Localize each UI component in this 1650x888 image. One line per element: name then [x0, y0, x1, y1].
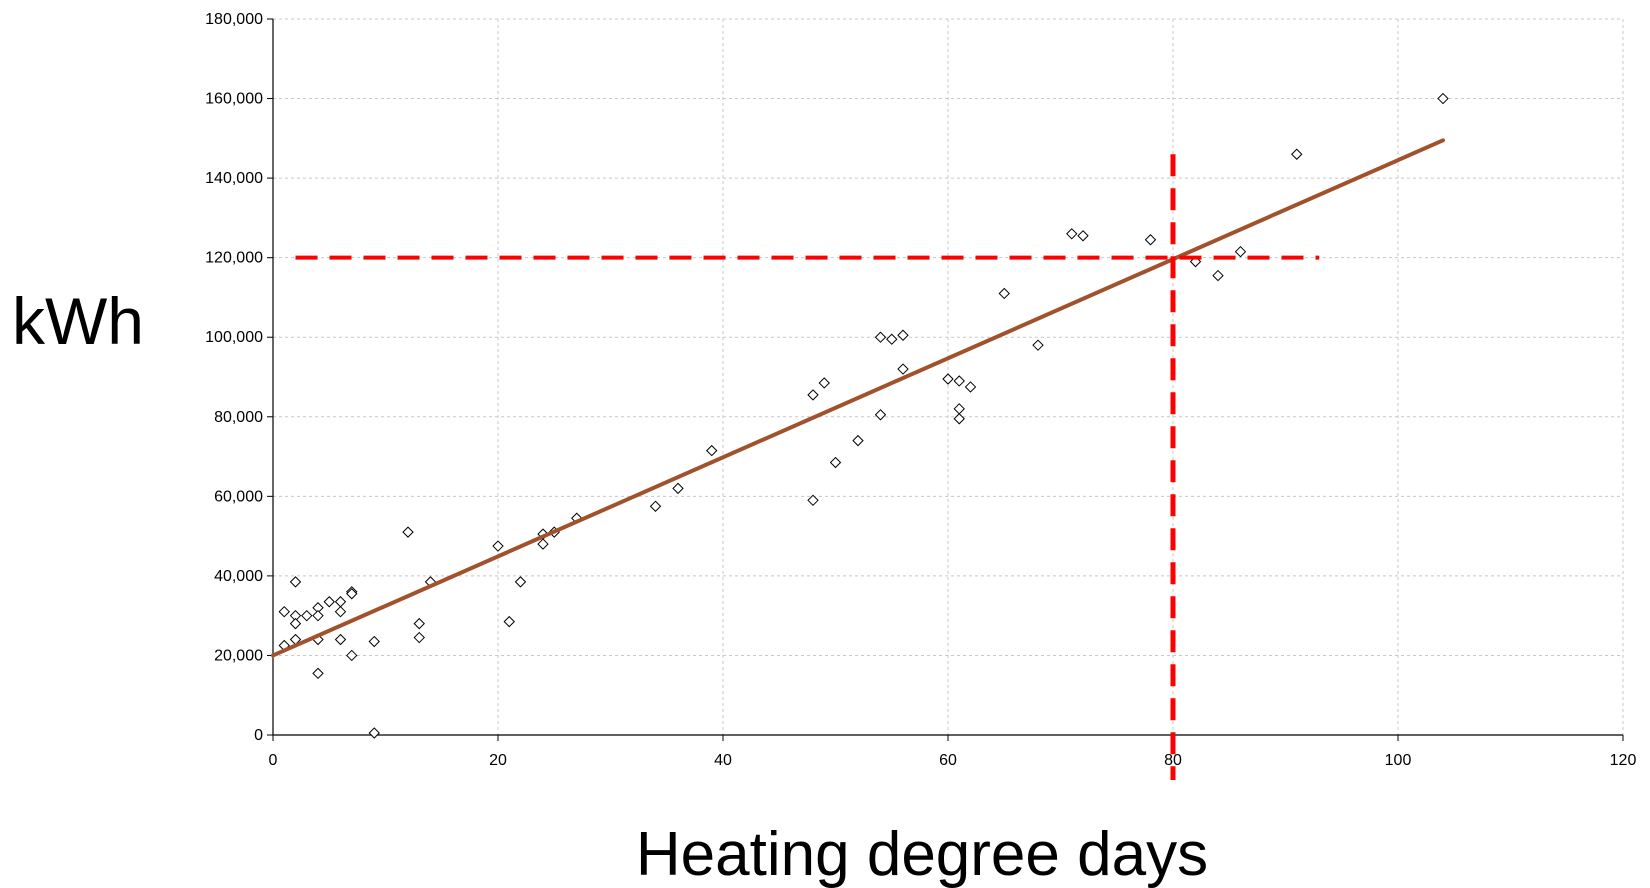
data-point [897, 329, 909, 341]
data-point [649, 500, 662, 512]
data-point [953, 375, 965, 387]
data-point [807, 494, 819, 507]
data-point [1144, 234, 1157, 246]
x-tick-label: 0 [269, 752, 278, 769]
data-points [278, 92, 1449, 739]
data-point [1437, 92, 1449, 105]
data-point [413, 617, 425, 630]
y-tick-label: 120,000 [205, 250, 263, 267]
y-tick-label: 20,000 [214, 647, 263, 664]
data-point [953, 403, 965, 415]
data-point [278, 605, 290, 618]
x-tick-label: 60 [939, 752, 957, 769]
data-point [818, 377, 830, 389]
data-point [1077, 230, 1089, 242]
data-point [323, 596, 335, 608]
data-point [346, 588, 358, 600]
data-point [334, 596, 347, 608]
data-point [1212, 269, 1224, 282]
y-tick-label: 0 [254, 727, 263, 744]
tick-labels: 0 20,000 40,000 60,000 80,000 100,000 120,000 1… [205, 11, 1636, 769]
x-tick-label: 40 [714, 752, 732, 769]
data-point [1234, 245, 1247, 258]
data-point [492, 540, 504, 552]
x-tick-label: 20 [489, 752, 507, 769]
y-tick-label: 140,000 [205, 170, 263, 187]
data-point [402, 526, 414, 538]
data-point [897, 363, 909, 375]
data-point [874, 331, 887, 343]
data-point [942, 373, 954, 385]
data-point [289, 576, 302, 588]
x-tick-label: 80 [1164, 752, 1182, 769]
data-point [368, 635, 380, 648]
y-tick-label: 160,000 [205, 91, 263, 108]
data-point [346, 649, 358, 662]
data-point [289, 617, 302, 630]
data-point [672, 482, 684, 495]
data-point [998, 287, 1010, 300]
data-point [953, 413, 965, 425]
trendline-layer [271, 138, 1445, 658]
data-point [503, 615, 515, 628]
y-tick-label: 100,000 [205, 329, 263, 346]
data-point [1291, 148, 1303, 160]
x-tick-label: 100 [1385, 752, 1412, 769]
data-point [886, 333, 898, 345]
data-point [874, 409, 887, 421]
data-point [852, 434, 864, 447]
data-point [368, 727, 380, 739]
data-point [829, 456, 842, 469]
data-point [413, 631, 425, 644]
trendline [271, 138, 1445, 658]
data-point [807, 389, 819, 401]
axes [267, 18, 1624, 741]
data-point [312, 667, 324, 680]
data-point [1066, 228, 1078, 240]
data-point [964, 381, 977, 393]
data-point [334, 605, 347, 618]
y-axis-title: kWh [12, 284, 144, 358]
data-point [301, 609, 313, 622]
data-point [706, 444, 718, 457]
reference-lines [295, 154, 1320, 780]
data-point [334, 633, 347, 646]
y-tick-label: 40,000 [214, 568, 263, 585]
data-point [514, 576, 527, 588]
x-tick-label: 120 [1610, 752, 1637, 769]
y-tick-label: 80,000 [214, 409, 263, 426]
y-tick-label: 180,000 [205, 11, 263, 28]
data-point [537, 538, 549, 550]
data-point [312, 609, 324, 622]
y-tick-label: 60,000 [214, 488, 263, 505]
x-axis-title: Heating degree days [636, 820, 1208, 888]
data-point [1032, 339, 1044, 351]
